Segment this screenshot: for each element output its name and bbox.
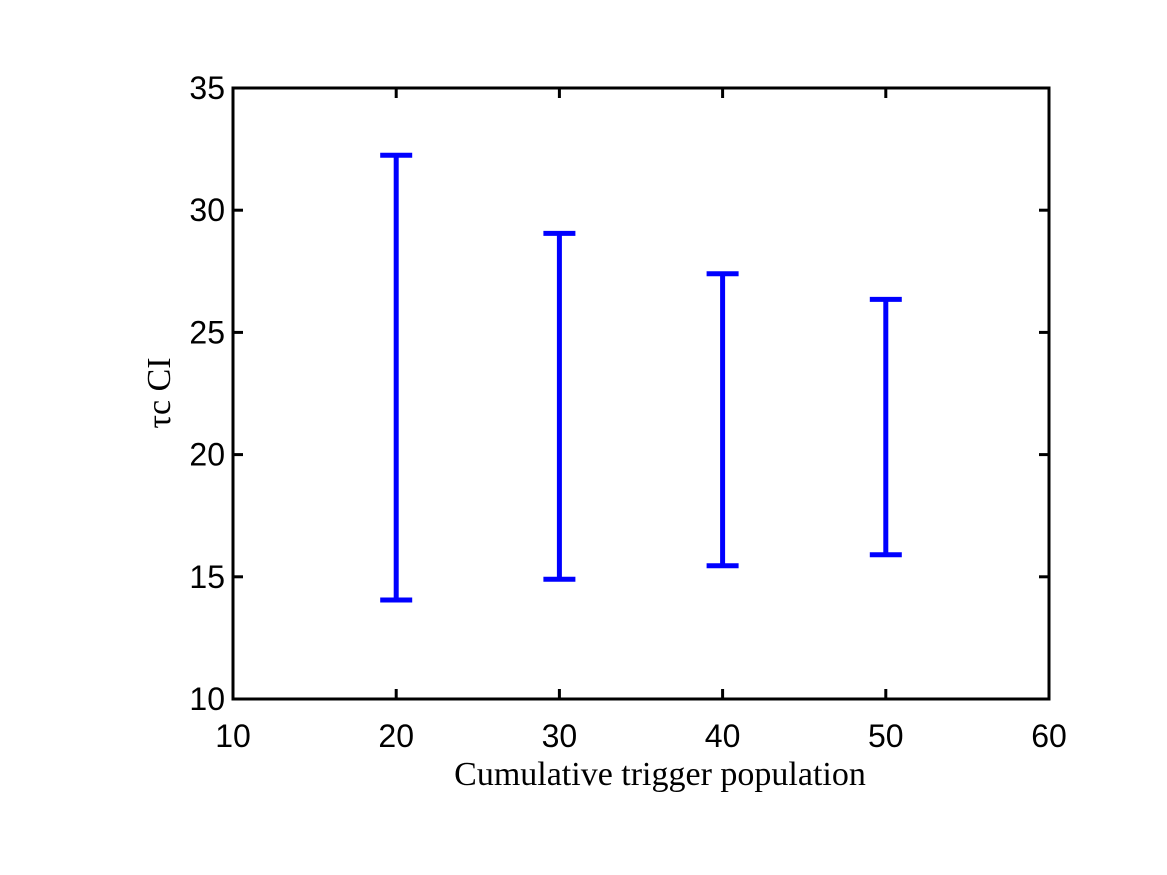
y-tick-label: 15 <box>189 559 225 595</box>
y-tick-label: 30 <box>189 192 225 228</box>
x-tick-label: 40 <box>705 718 741 754</box>
y-tick-label: 25 <box>189 314 225 350</box>
y-tick-label: 20 <box>189 437 225 473</box>
x-axis-label: Cumulative trigger population <box>454 756 866 793</box>
y-tick-label: 35 <box>189 70 225 106</box>
plot-frame <box>231 86 1051 701</box>
x-tick-label: 60 <box>1031 718 1067 754</box>
x-tick-label: 10 <box>215 718 251 754</box>
x-tick-label: 50 <box>868 718 904 754</box>
y-axis-label: τc CI <box>141 357 178 428</box>
x-tick-label: 30 <box>542 718 578 754</box>
y-tick-label: 10 <box>189 681 225 717</box>
x-tick-label: 20 <box>378 718 414 754</box>
